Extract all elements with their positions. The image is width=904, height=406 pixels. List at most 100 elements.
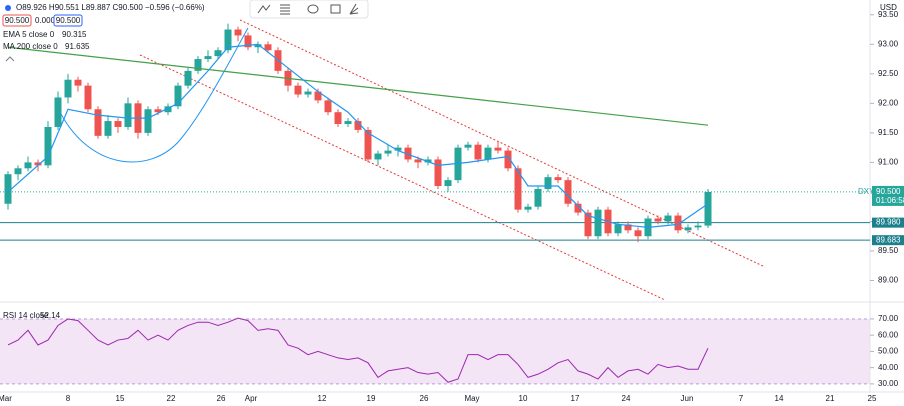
axes: 89.0089.5090.0090.5091.0091.5092.0092.50… <box>0 10 904 403</box>
x-tick-label: 15 <box>116 394 125 403</box>
x-tick-label: 26 <box>420 394 429 403</box>
price-label-box <box>872 185 904 206</box>
y-tick-label: 92.50 <box>878 69 899 78</box>
price-label-box <box>872 217 904 228</box>
x-tick-label: 8 <box>66 394 71 403</box>
candle-body <box>484 147 492 160</box>
channel-lower <box>139 54 666 301</box>
tool-rect[interactable] <box>330 4 341 14</box>
toolbar-frame <box>249 0 369 19</box>
candle-body <box>184 70 192 86</box>
candle-body <box>404 147 412 160</box>
candle-body <box>104 121 112 136</box>
sell-button[interactable] <box>2 14 32 27</box>
candle-body <box>94 109 102 136</box>
candle-body <box>514 168 522 210</box>
countdown: 01:06:58 <box>876 196 904 205</box>
tool-pitchfork[interactable] <box>349 3 359 15</box>
y-tick-label: 92.00 <box>878 98 899 107</box>
candle-body <box>84 85 92 110</box>
candle-body <box>264 44 272 51</box>
candle-body <box>434 159 442 187</box>
candle-body <box>314 91 322 101</box>
y-tick-label: 89.50 <box>878 246 899 255</box>
rsi-line <box>7 317 709 383</box>
x-tick-label: 17 <box>571 394 580 403</box>
candle-body <box>414 159 422 163</box>
sell-price[interactable]: 90.500 <box>5 16 30 25</box>
symbol-label: DXY <box>858 187 875 196</box>
x-tick-label: Jun <box>681 394 694 403</box>
candle-body <box>24 162 32 169</box>
candle-body <box>614 224 622 234</box>
candle-body <box>424 159 432 163</box>
candle-body <box>704 191 712 226</box>
ma-value: 91.635 <box>65 42 90 51</box>
candle-body <box>254 44 262 48</box>
candle-body <box>164 106 172 113</box>
rsi-tick-label: 30.00 <box>878 379 899 388</box>
arc-drawing <box>59 27 249 163</box>
x-tick-label: 10 <box>519 394 528 403</box>
candle-body <box>594 209 602 237</box>
rsi-band <box>0 318 870 384</box>
candle-body <box>694 225 702 228</box>
tool-ellipse[interactable] <box>307 4 319 14</box>
candle-body <box>174 85 182 107</box>
candle-body <box>664 215 672 222</box>
candle-body <box>564 180 572 204</box>
candle-body <box>444 180 452 187</box>
candle-body <box>574 203 582 213</box>
spread: 0.000 <box>35 16 56 25</box>
x-tick-label: 22 <box>167 394 176 403</box>
price-label: 89.683 <box>876 235 901 244</box>
candle-body <box>214 50 222 57</box>
candle-body <box>364 129 372 160</box>
candle-body <box>34 162 42 166</box>
candle-body <box>334 112 342 125</box>
candle-body <box>374 153 382 160</box>
price-label-box <box>872 235 904 246</box>
x-tick-label: 7 <box>739 394 744 403</box>
x-tick-label: May <box>464 394 479 403</box>
tool-trend[interactable] <box>257 4 271 14</box>
candle-body <box>674 215 682 231</box>
ema-line <box>7 43 709 228</box>
y-tick-label: 93.00 <box>878 39 899 48</box>
ohlc-legend: O89.926 H90.551 L89.887 C90.500 −0.596 (… <box>16 3 205 12</box>
tool-fib[interactable] <box>280 4 290 15</box>
candle-body <box>494 147 502 151</box>
candle-body <box>324 100 332 113</box>
candle-body <box>654 218 662 222</box>
ma-label: MA 200 close 0 <box>3 42 58 51</box>
x-tick-label: 25 <box>868 394 877 403</box>
candle-body <box>584 212 592 237</box>
candle-body <box>44 126 52 166</box>
ma200-line <box>7 46 709 126</box>
ema-label: EMA 5 close 0 <box>3 30 55 39</box>
candle-body <box>114 121 122 127</box>
plot <box>4 23 712 243</box>
candle-body <box>194 59 202 71</box>
price-label: 89.980 <box>876 218 901 227</box>
y-tick-label: 93.50 <box>878 10 899 19</box>
buy-button[interactable] <box>53 14 83 27</box>
x-tick-label: 19 <box>367 394 376 403</box>
candle-body <box>144 109 152 133</box>
x-tick-label: 14 <box>775 394 784 403</box>
rsi-tick-label: 40.00 <box>878 363 899 372</box>
candle-body <box>534 188 542 207</box>
buy-price[interactable]: 90.500 <box>56 16 81 25</box>
rsi-tick-label: 60.00 <box>878 330 899 339</box>
candle-body <box>224 29 232 51</box>
ema-value: 90.315 <box>62 30 87 39</box>
x-tick-label: Mar <box>0 394 12 403</box>
collapse-icon[interactable] <box>5 56 15 62</box>
rsi-label: RSI 14 close <box>3 311 49 320</box>
candle-body <box>4 174 12 204</box>
y-tick-label: 91.00 <box>878 158 899 167</box>
candle-body <box>464 144 472 148</box>
rsi-pane <box>0 317 870 385</box>
candle-body <box>524 206 532 210</box>
candle-body <box>154 109 162 113</box>
